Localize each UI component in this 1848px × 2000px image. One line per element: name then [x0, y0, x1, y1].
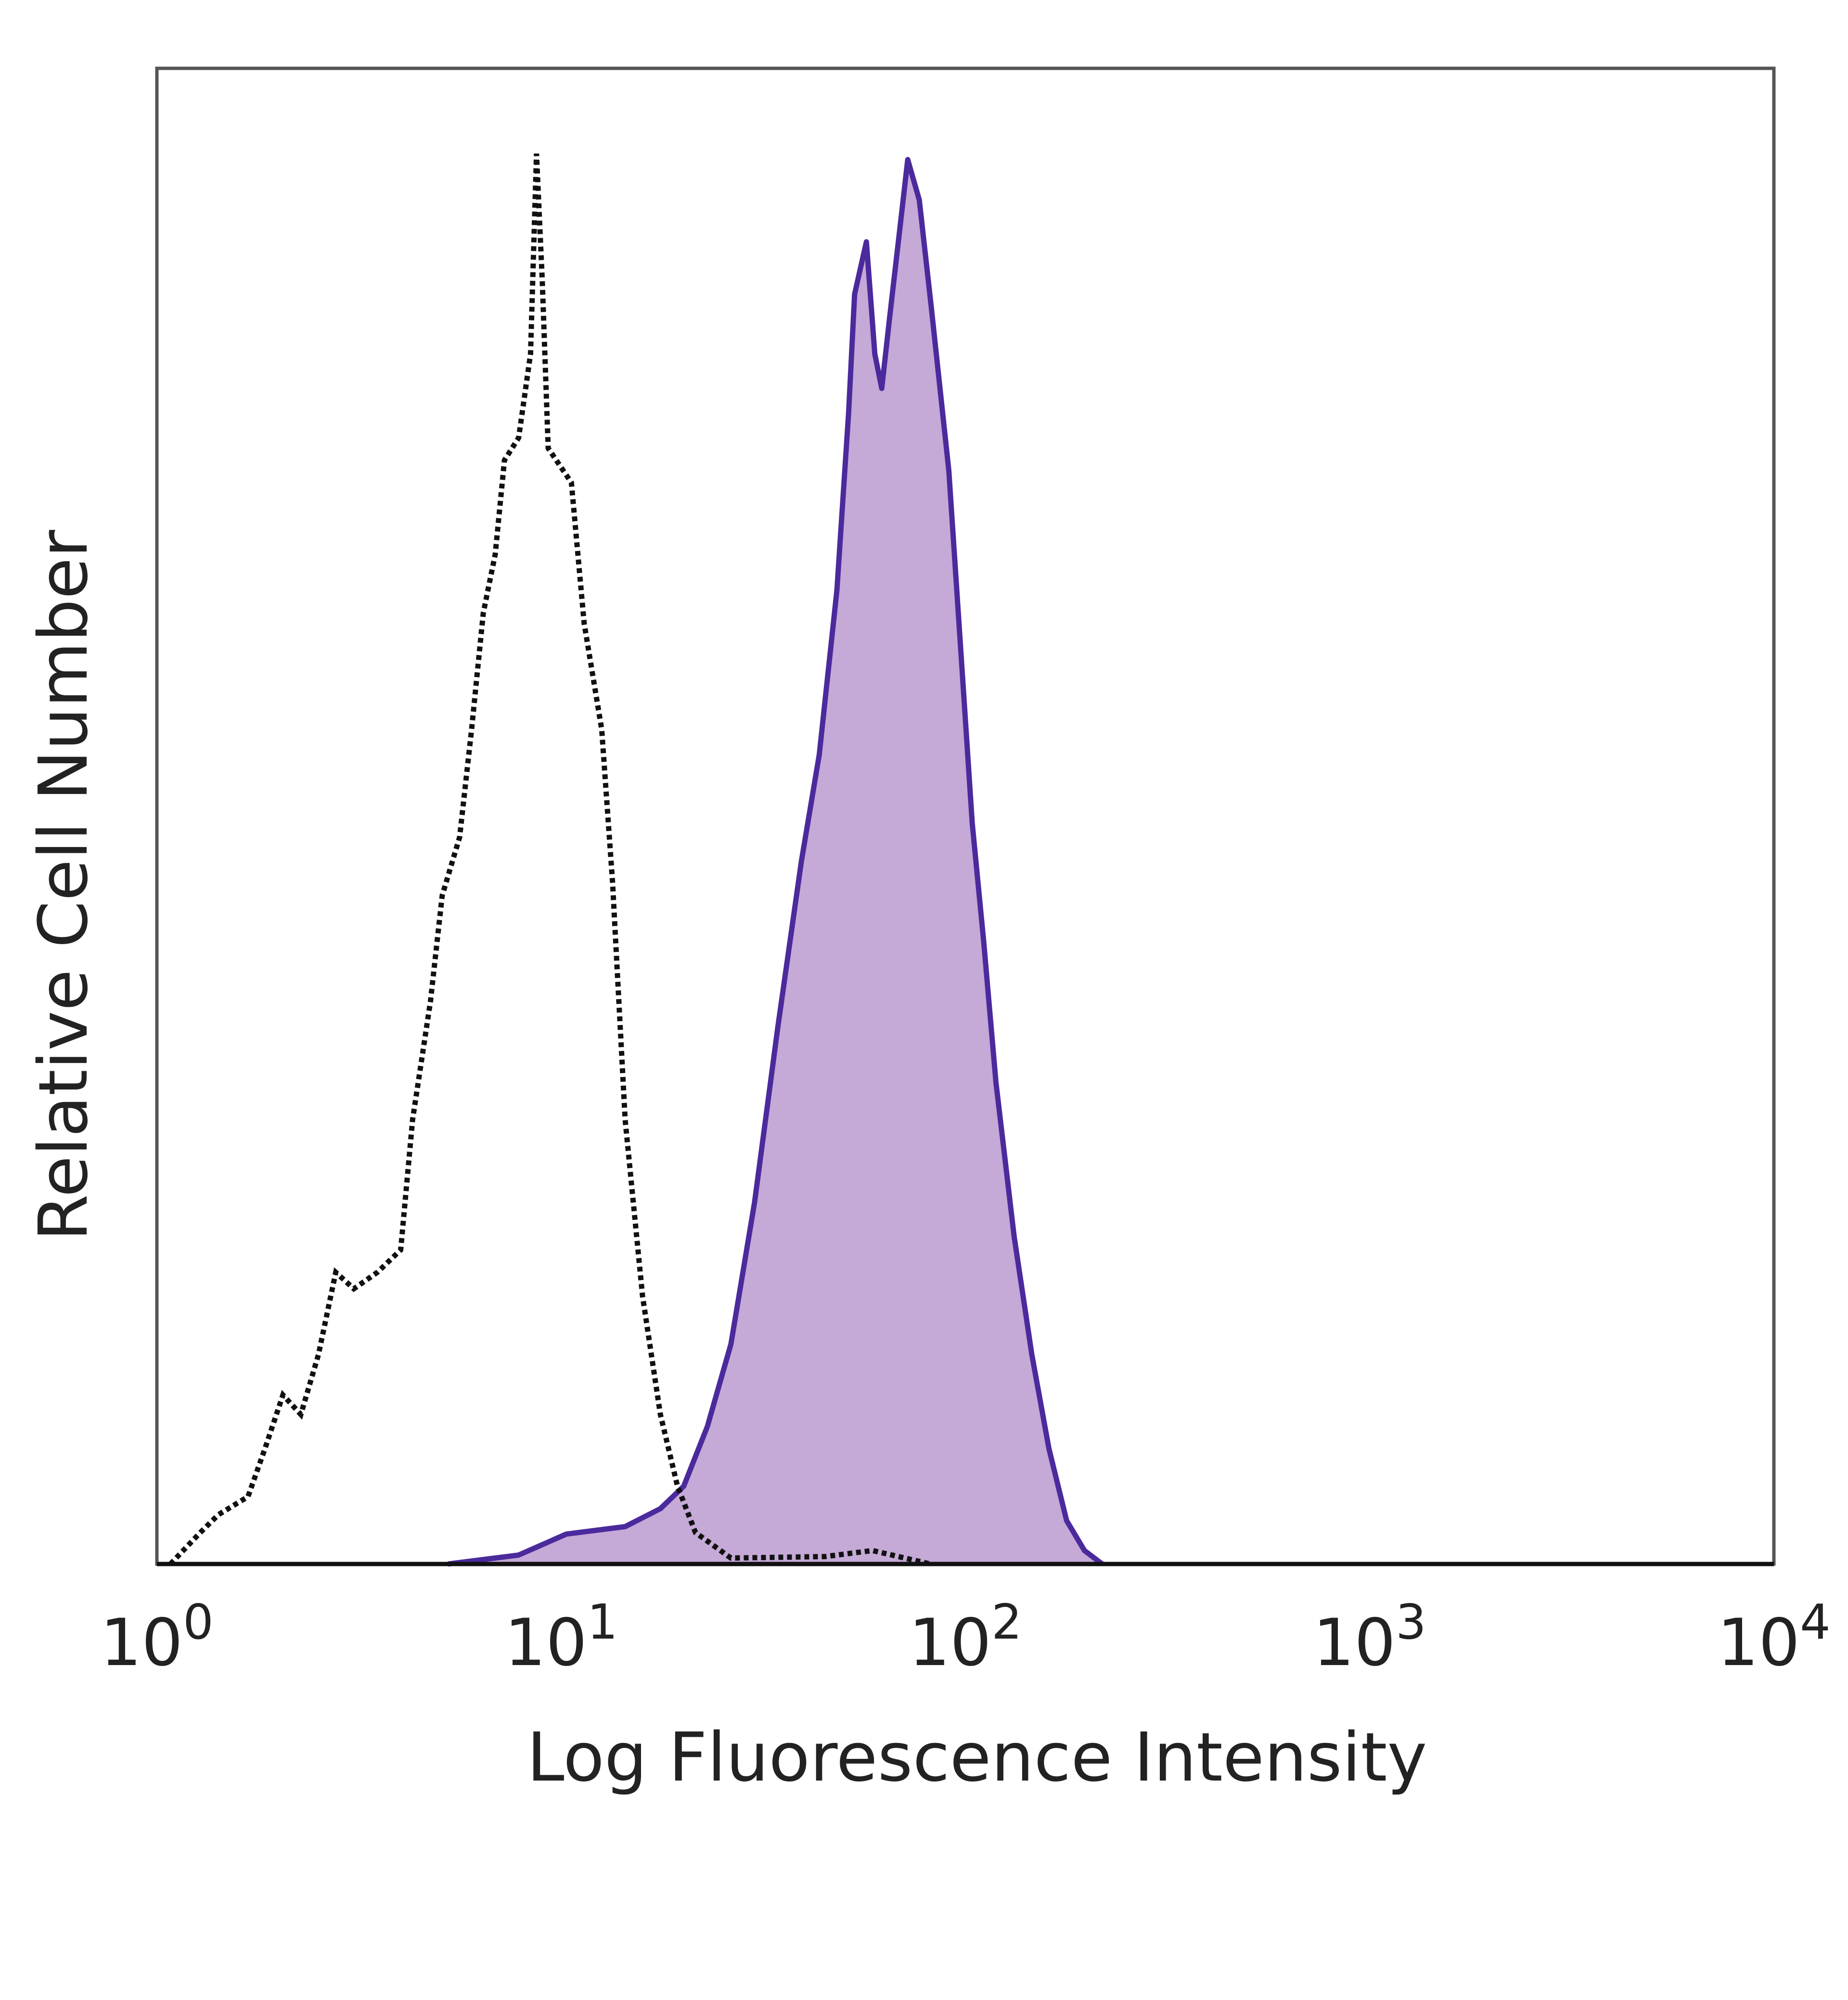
- x-tick-label: 102: [909, 1594, 1022, 1680]
- x-axis-label: Log Fluorescence Intensity: [527, 1718, 1427, 1797]
- stained-histogram-line: [448, 157, 1104, 1567]
- y-axis-label: Relative Cell Number: [25, 530, 103, 1241]
- series-layer: [168, 153, 1104, 1567]
- x-tick-label: 104: [1717, 1594, 1830, 1680]
- x-tick-labels: 100 101 102 103 104: [100, 1594, 1830, 1680]
- stained-histogram-fill: [448, 159, 1103, 1564]
- x-tick-label: 101: [504, 1594, 617, 1680]
- x-tick-label: 100: [100, 1594, 213, 1680]
- x-tick-label: 103: [1313, 1594, 1426, 1680]
